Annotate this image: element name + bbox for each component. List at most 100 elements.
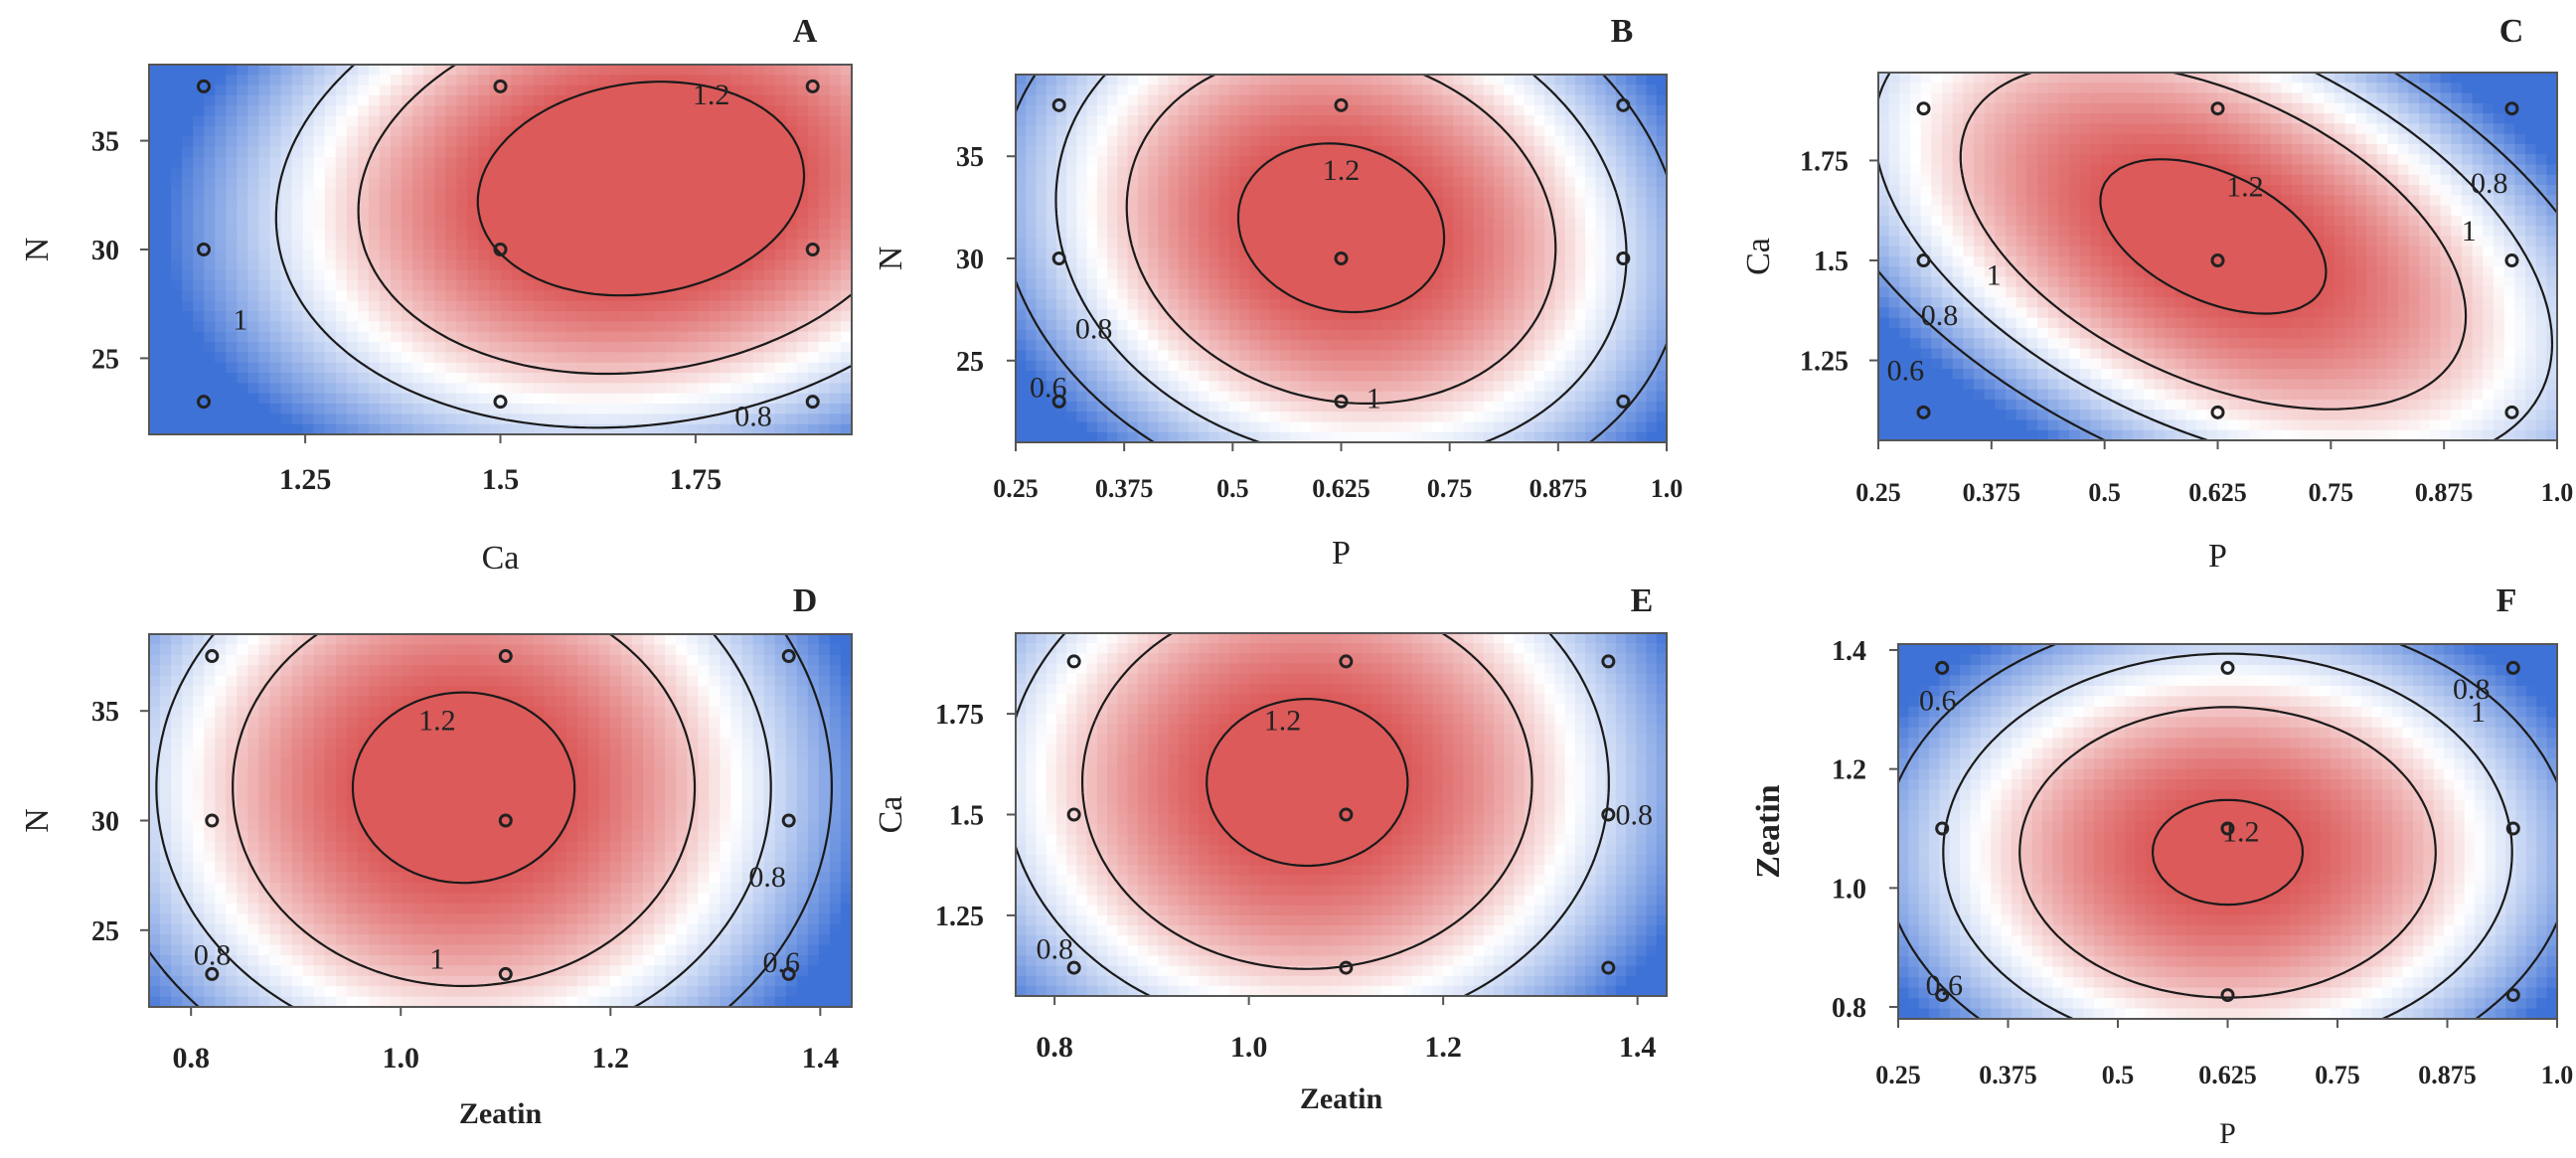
- x-tick-label: 0.625: [2188, 478, 2247, 507]
- x-tick-label: 0.375: [1963, 478, 2021, 507]
- panel-f: 1.2 1 0.6 0.8 0.6 0.25 0.375 0.5 0.625 0.75 0.875 1…: [1750, 582, 2573, 1150]
- y-tick-label: 1.25: [1800, 347, 1849, 378]
- contour-line-0-8: [155, 634, 772, 1007]
- contour-line-1: [1081, 633, 1533, 970]
- panel-c: 1.2 0.8 1 0.8 0.6 1 0.25 0.375 0.5 0.625 0.75 0.875…: [1740, 13, 2573, 575]
- contour-line-1: [232, 634, 697, 988]
- contour-label: 1: [429, 942, 444, 975]
- y-tick-label: 25: [91, 916, 119, 947]
- contour-label: 0.8: [1921, 299, 1959, 332]
- design-point: [1334, 394, 1349, 409]
- design-point: [2210, 405, 2225, 419]
- y-tick-label: 25: [956, 347, 984, 378]
- contour-label: 1.2: [418, 704, 456, 737]
- design-point: [2220, 988, 2235, 1003]
- design-point: [1616, 97, 1631, 112]
- x-tick-label: 0.5: [1216, 474, 1249, 503]
- x-tick-label: 0.8: [1036, 1031, 1073, 1064]
- design-point: [1601, 960, 1616, 975]
- contour-line-0-8: [1016, 633, 1610, 996]
- x-tick-label: 0.25: [993, 474, 1039, 503]
- contour-line-0-6: [149, 634, 833, 1007]
- design-point: [1601, 654, 1616, 669]
- contour-label: 1: [2471, 696, 2486, 729]
- design-point: [1935, 988, 1950, 1003]
- x-axis-label: P: [2208, 538, 2227, 575]
- y-tick-label: 1.5: [1814, 247, 1849, 277]
- contour-label: 1: [1987, 259, 2002, 292]
- x-tick-label: 1.4: [1619, 1031, 1657, 1064]
- x-tick-label: 1.2: [1424, 1031, 1462, 1064]
- design-point: [1051, 394, 1066, 409]
- x-tick-label: 1.4: [802, 1042, 840, 1075]
- design-point: [2504, 101, 2519, 116]
- contour-line-1-2: [476, 81, 806, 297]
- contour-label: 1: [233, 304, 247, 337]
- design-point: [2220, 660, 2235, 675]
- x-axis-label: Zeatin: [1300, 1082, 1383, 1115]
- design-point: [498, 966, 513, 981]
- y-tick-label: 30: [956, 245, 984, 275]
- design-point: [493, 79, 508, 93]
- design-point: [2504, 253, 2519, 268]
- x-axis-label: P: [1332, 535, 1351, 572]
- contour-line-1: [1959, 73, 2468, 411]
- contour-label: 1.2: [2226, 171, 2264, 204]
- y-tick-label: 0.8: [1832, 993, 1866, 1024]
- contour-line-0-6: [1898, 644, 2557, 1019]
- design-point: [1334, 251, 1349, 265]
- x-tick-label: 0.75: [2315, 1061, 2360, 1089]
- design-point: [196, 79, 211, 93]
- y-tick-label: 1.75: [1800, 146, 1849, 177]
- design-point: [493, 243, 508, 256]
- panel-e: 1.2 0.8 0.8 0.8 1.0 1.2 1.4 1.25 1.5 1.75 Zeatin Ca…: [873, 582, 1668, 1115]
- y-tick-label: 30: [91, 236, 119, 266]
- design-point: [1935, 821, 1950, 836]
- x-tick-label: 1.0: [2541, 1061, 2574, 1089]
- y-tick-label: 1.2: [1832, 755, 1866, 786]
- design-point: [196, 243, 211, 256]
- panel-letter: A: [793, 13, 818, 50]
- contour-line-0-8: [1942, 652, 2513, 1019]
- heatmap-c: [1878, 73, 2557, 440]
- y-tick-label: 35: [956, 142, 984, 173]
- contour-label: 0.8: [1037, 933, 1074, 966]
- x-tick-label: 0.625: [1312, 474, 1370, 503]
- panel-letter: D: [793, 582, 818, 619]
- x-tick-label: 1.0: [1651, 474, 1684, 503]
- contour-label: 1: [1367, 383, 1381, 415]
- y-axis-label: N: [19, 808, 56, 833]
- contour-line-1: [2018, 706, 2437, 999]
- contour-line-1-2: [1236, 142, 1446, 314]
- contour-label: 0.6: [1887, 355, 1925, 388]
- contour-label: 0.6: [1926, 969, 1964, 1002]
- heatmap-a: [149, 65, 852, 434]
- contour-label: 0.6: [1919, 685, 1957, 718]
- contour-line-1-2: [2151, 798, 2305, 907]
- x-axis-label: P: [2219, 1117, 2236, 1150]
- y-tick-label: 1.25: [935, 902, 984, 932]
- y-tick-label: 35: [91, 127, 119, 158]
- x-tick-label: 1.5: [482, 463, 520, 496]
- contour-line-1: [357, 65, 852, 376]
- design-point: [1601, 807, 1616, 822]
- panel-b: 1.2 0.80.6 1 0.25 0.375 0.5 0.625 0.75 0.875 1.0 2…: [873, 13, 1683, 572]
- x-tick-label: 0.875: [1530, 474, 1588, 503]
- design-point: [205, 966, 220, 981]
- contour-line-1-2: [2099, 158, 2328, 315]
- x-tick-label: 0.75: [1427, 474, 1473, 503]
- y-tick-label: 35: [91, 697, 119, 728]
- design-point: [781, 813, 796, 828]
- design-point: [205, 649, 220, 664]
- contour-line-1: [1125, 75, 1557, 405]
- contour-line-1-2: [351, 691, 576, 885]
- x-tick-label: 1.0: [383, 1042, 420, 1075]
- design-point: [805, 243, 820, 256]
- x-axis-label: Zeatin: [459, 1097, 543, 1130]
- contour-label: 0.8: [2471, 167, 2508, 200]
- panel-a: 1.2 1 0.8 1.25 1.5 1.75 25 30 35 Ca N A: [19, 13, 853, 577]
- design-point: [2504, 405, 2519, 419]
- design-point: [1616, 394, 1631, 409]
- design-point: [1066, 654, 1081, 669]
- design-point: [2210, 253, 2225, 268]
